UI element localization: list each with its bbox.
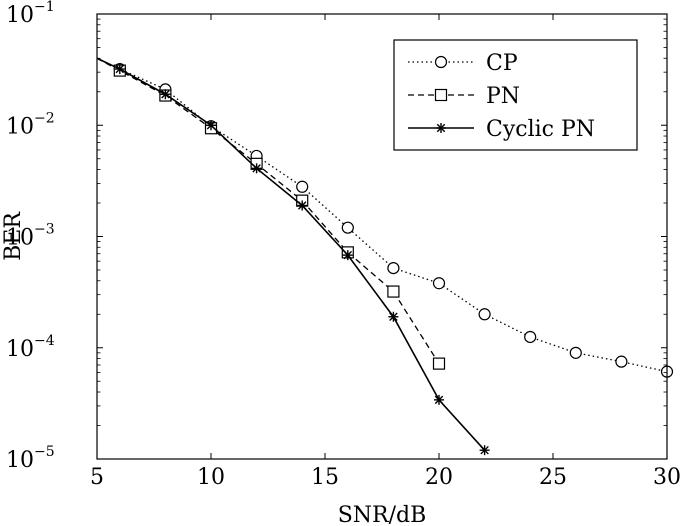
data-point-pn bbox=[387, 285, 400, 298]
data-point-cp bbox=[296, 180, 309, 193]
asterisk-stroke bbox=[436, 123, 446, 133]
legend-box bbox=[393, 39, 638, 151]
series-line-pn bbox=[96, 57, 440, 364]
y-axis-label: BER bbox=[1, 211, 26, 261]
plot-layer bbox=[96, 57, 674, 456]
legend: CP PN Cyclic PN bbox=[393, 39, 638, 151]
data-point-cyclic-pn bbox=[251, 163, 262, 174]
data-point-cyclic-pn bbox=[114, 64, 125, 75]
data-point-cp bbox=[569, 346, 582, 359]
asterisk-stroke bbox=[161, 89, 170, 99]
data-point-cyclic-pn bbox=[388, 311, 399, 322]
data-point-cyclic-pn bbox=[434, 394, 444, 405]
data-point-cp bbox=[341, 221, 354, 234]
series-line-cyclic-pn bbox=[96, 57, 486, 451]
y-tick-label: 10−5 bbox=[6, 444, 55, 473]
legend-label-cp: CP bbox=[486, 51, 518, 76]
x-tick-label: 10 bbox=[197, 465, 225, 490]
data-point-cyclic-pn bbox=[342, 250, 353, 261]
asterisk-stroke bbox=[115, 64, 125, 74]
asterisk-stroke bbox=[389, 312, 398, 321]
x-tick-label: 5 bbox=[90, 465, 104, 490]
data-point-cyclic-pn bbox=[479, 445, 490, 456]
data-point-cp bbox=[432, 277, 446, 290]
data-point-cp bbox=[387, 261, 400, 275]
x-tick-label: 30 bbox=[653, 465, 681, 490]
legend-marker-cp bbox=[434, 55, 448, 69]
data-point-cp bbox=[615, 355, 628, 368]
data-point-cyclic-pn bbox=[160, 89, 171, 100]
data-point-pn bbox=[432, 357, 446, 370]
y-tick-label: 10−1 bbox=[6, 0, 55, 28]
asterisk-stroke bbox=[343, 250, 353, 260]
y-tick-label: 10−3 bbox=[6, 222, 55, 251]
data-point-cp bbox=[524, 330, 537, 344]
data-point-cyclic-pn bbox=[297, 200, 308, 211]
asterisk-stroke bbox=[206, 121, 216, 130]
y-tick-label: 10−2 bbox=[6, 110, 55, 139]
asterisk-stroke bbox=[434, 395, 444, 405]
asterisk-stroke bbox=[480, 445, 489, 455]
legend-marker-pn bbox=[434, 88, 448, 102]
x-tick-label: 25 bbox=[539, 465, 567, 490]
asterisk-stroke bbox=[297, 201, 307, 210]
x-tick-label: 20 bbox=[425, 465, 453, 490]
legend-label-cyclic-pn: Cyclic PN bbox=[486, 117, 595, 142]
y-tick-label: 10−4 bbox=[6, 333, 55, 362]
legend-marker-cyclic-pn bbox=[436, 123, 446, 133]
x-axis-label: SNR/dB bbox=[338, 503, 427, 526]
x-tick-label: 15 bbox=[311, 465, 339, 490]
legend-label-pn: PN bbox=[486, 84, 520, 109]
asterisk-stroke bbox=[252, 164, 261, 173]
data-point-cyclic-pn bbox=[206, 120, 216, 131]
data-point-cp bbox=[478, 308, 491, 321]
ticks-layer: 5 10 15 20 25 30 10−1 10−2 10−3 10−4 10−5 bbox=[6, 0, 681, 490]
